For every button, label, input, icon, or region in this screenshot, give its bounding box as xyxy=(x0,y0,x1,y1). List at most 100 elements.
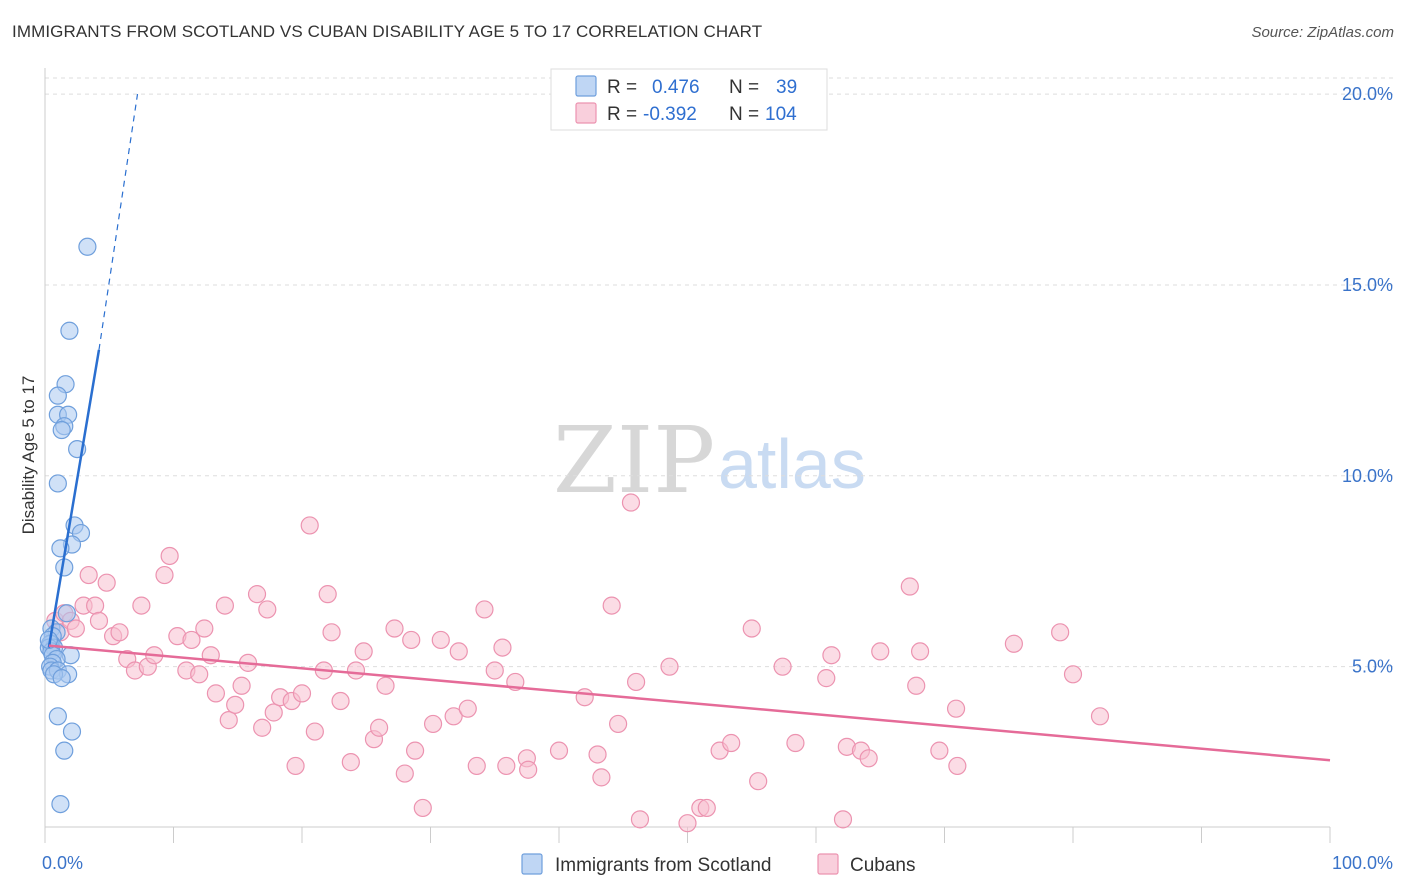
cubans-point xyxy=(871,642,890,661)
cubans-point xyxy=(621,493,641,512)
cubans-point xyxy=(773,657,792,676)
cubans-point xyxy=(742,619,761,638)
cubans-point xyxy=(423,714,443,734)
cubans-point xyxy=(219,711,238,730)
cubans-point xyxy=(575,688,594,707)
cubans-point xyxy=(948,756,967,776)
cubans-point xyxy=(749,772,768,791)
cubans-point xyxy=(86,596,105,615)
cubans-point xyxy=(206,684,226,703)
cubans-point xyxy=(160,546,179,566)
cubans-point xyxy=(1051,623,1070,642)
cubans-point xyxy=(155,565,174,585)
gridlines xyxy=(45,77,1393,668)
cubans-point xyxy=(497,756,516,776)
scotland-point xyxy=(48,474,67,493)
x-tick-labels: 0.0% 100.0% xyxy=(42,853,1393,873)
cubans-point xyxy=(305,722,324,741)
cubans-point xyxy=(110,623,129,642)
cubans-point xyxy=(97,573,116,592)
cubans-point xyxy=(930,741,949,760)
scotland-point xyxy=(48,707,67,726)
cubans-point xyxy=(900,577,919,596)
scotland-point xyxy=(78,237,97,256)
cubans-point xyxy=(341,753,360,772)
cubans-point xyxy=(458,699,477,718)
chart-source: Source: ZipAtlas.com xyxy=(1251,24,1394,41)
cubans-point xyxy=(182,630,201,650)
cubans-point xyxy=(331,691,350,711)
cubans-point xyxy=(1063,665,1083,684)
cubans-point xyxy=(630,810,650,829)
cubans-point xyxy=(946,699,966,718)
scotland-point xyxy=(52,420,71,440)
cubans-point xyxy=(79,565,98,585)
cubans-point xyxy=(626,672,646,692)
legend-n-value-scotland: 39 xyxy=(776,77,797,98)
cubans-point xyxy=(907,676,926,695)
y-axis-title: Disability Age 5 to 17 xyxy=(19,376,38,535)
cubans-point xyxy=(833,810,853,829)
scotland-points xyxy=(39,237,97,814)
cubans-point xyxy=(258,600,277,619)
bottom-legend-label-scotland: Immigrants from Scotland xyxy=(555,855,771,876)
cubans-point xyxy=(602,596,621,615)
cubans-point xyxy=(405,741,425,760)
y-tick-label: 5.0% xyxy=(1352,657,1393,677)
cubans-point xyxy=(485,661,504,680)
cubans-point xyxy=(66,619,85,638)
cubans-point xyxy=(449,642,468,661)
legend-n-value-cubans: 104 xyxy=(765,104,797,125)
cubans-point xyxy=(89,611,109,630)
scotland-point xyxy=(39,630,58,650)
x-tick-label: 100.0% xyxy=(1332,853,1393,873)
legend-box xyxy=(550,68,828,131)
bottom-legend-swatch-cubans xyxy=(817,853,839,875)
cubans-point xyxy=(431,630,450,650)
cubans-point xyxy=(370,718,389,737)
legend-r-value-scotland: 0.476 xyxy=(652,77,700,98)
correlation-legend: R = 0.476 N = 39 R = -0.392 N = 104 xyxy=(550,68,828,131)
cubans-point xyxy=(232,676,251,695)
scotland-point xyxy=(55,741,74,760)
cubans-point xyxy=(1004,634,1023,653)
cubans-point xyxy=(549,741,569,760)
y-tick-labels: 5.0% 10.0% 15.0% 20.0% xyxy=(1342,84,1393,677)
cubans-point xyxy=(300,516,319,535)
cubans-point xyxy=(475,600,494,619)
x-tick-label: 0.0% xyxy=(42,853,83,873)
cubans-point xyxy=(264,703,283,722)
cubans-point xyxy=(786,733,805,753)
scotland-trend-extension xyxy=(98,93,139,350)
cubans-point xyxy=(247,585,267,604)
cubans-point xyxy=(253,718,272,737)
cubans-point xyxy=(859,749,878,768)
cubans-point xyxy=(1090,707,1110,726)
cubans-point xyxy=(493,638,512,657)
cubans-point xyxy=(385,619,404,638)
cubans-point xyxy=(678,814,697,833)
scotland-point xyxy=(48,386,67,405)
cubans-point xyxy=(660,657,679,676)
watermark: ZIP atlas xyxy=(553,407,866,514)
y-tick-label: 20.0% xyxy=(1342,84,1393,104)
cubans-point xyxy=(722,733,741,753)
watermark-atlas: atlas xyxy=(718,425,866,503)
cubans-point xyxy=(592,768,611,787)
cubans-point xyxy=(519,760,538,779)
cubans-point xyxy=(322,623,341,642)
y-tick-label: 15.0% xyxy=(1342,275,1393,295)
cubans-point xyxy=(318,585,337,604)
chart-title: IMMIGRANTS FROM SCOTLAND VS CUBAN DISABI… xyxy=(12,22,763,41)
legend-r-value-cubans: -0.392 xyxy=(643,104,697,125)
legend-swatch-cubans xyxy=(575,102,597,124)
cubans-point xyxy=(215,596,234,615)
cubans-point xyxy=(697,798,716,818)
cubans-point xyxy=(395,764,414,783)
trend-lines xyxy=(47,93,1331,762)
cubans-point xyxy=(195,619,214,638)
cubans-point xyxy=(609,714,628,734)
cubans-point xyxy=(132,596,151,615)
